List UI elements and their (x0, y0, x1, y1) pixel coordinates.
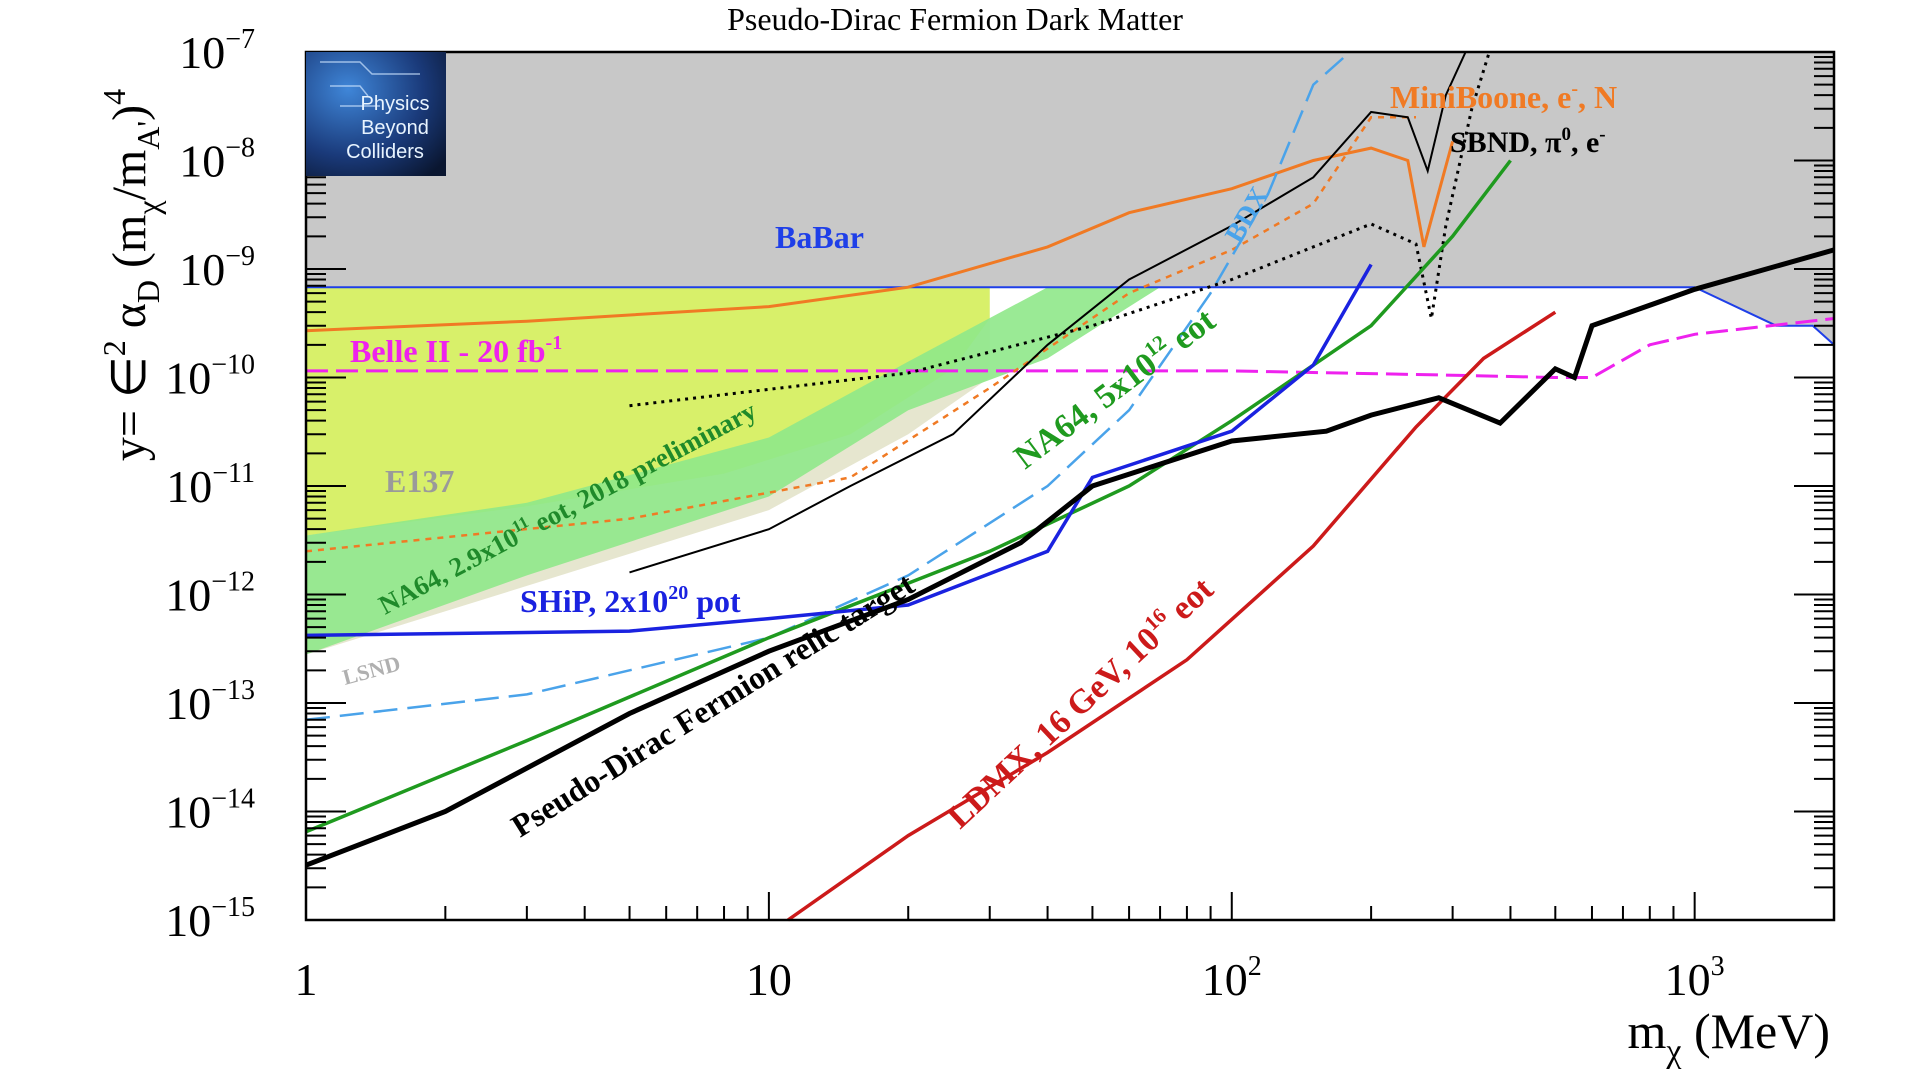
annotation-label: MiniBoone, e-, N (1390, 78, 1617, 115)
annotation-label: LSND (340, 650, 403, 689)
x-axis-title-sub: χ (1665, 1033, 1681, 1070)
y-tick-label: 10−10 (165, 350, 255, 404)
sbnd-line (629, 51, 1491, 408)
relic-target-line (305, 247, 1835, 868)
y-tick-label: 10−9 (179, 241, 255, 295)
miniboone-dashed-line (305, 116, 1416, 553)
annotation-label: BaBar (775, 219, 864, 255)
y-axis-title-main: y= ∈ (103, 356, 156, 461)
svg-text:mχ (MeV): mχ (MeV) (1627, 1003, 1830, 1070)
x-tick-label: 10 (746, 954, 792, 1005)
annotation-label: SHiP, 2x1020 pot (520, 582, 741, 619)
logo-line-1: Physics (361, 93, 430, 115)
excluded-region (306, 52, 1834, 345)
x-axis-title-unit: (MeV) (1681, 1003, 1830, 1059)
ticks: 1 10 102 103 10−7 10−8 10−9 10−10 10−11 10−12 10−1… (165, 24, 1835, 1005)
thin-black-line (629, 51, 1467, 574)
bdx-line (305, 51, 1351, 722)
x-axis-title-main: m (1627, 1003, 1666, 1059)
annotation-label: E137 (385, 463, 454, 499)
curves (305, 51, 1835, 922)
x-tick-label: 103 (1665, 951, 1725, 1005)
na64-line (305, 159, 1512, 834)
miniboone-line (305, 141, 1455, 333)
physics-beyond-colliders-logo: Physics Beyond Colliders (306, 52, 446, 176)
chart-title: Pseudo-Dirac Fermion Dark Matter (727, 1, 1183, 37)
y-tick-label: 10−12 (165, 567, 255, 621)
y-tick-label: 10−8 (179, 133, 255, 187)
na64-preliminary-region (306, 287, 1161, 655)
annotation-label: LDMX, 16 GeV, 1016 eot (937, 567, 1221, 835)
ship-line (305, 263, 1373, 638)
logo-line-3: Colliders (346, 141, 424, 163)
logo-line-2: Beyond (361, 117, 429, 139)
x-axis-title: mχ (MeV) (1627, 1003, 1830, 1070)
y-tick-label: 10−11 (166, 458, 255, 512)
x-tick-label: 1 (295, 954, 318, 1005)
x-tick-label: 102 (1202, 951, 1262, 1005)
annotation-label: SBND, π0, e- (1450, 124, 1606, 159)
y-tick-label: 10−7 (179, 24, 255, 78)
y-tick-label: 10−15 (165, 892, 255, 946)
y-axis-title: y= ∈2 αD (mχ/mA')4 (96, 89, 166, 461)
e137-region (306, 287, 990, 536)
regions (306, 52, 1834, 655)
y-tick-label: 10−14 (165, 784, 255, 838)
svg-text:y= ∈2 αD (mχ/mA')4: y= ∈2 αD (mχ/mA')4 (96, 89, 166, 461)
ldmx-line (786, 310, 1557, 922)
y-tick-label: 10−13 (165, 675, 255, 729)
annotation-label: Belle II - 20 fb-1 (350, 332, 562, 369)
